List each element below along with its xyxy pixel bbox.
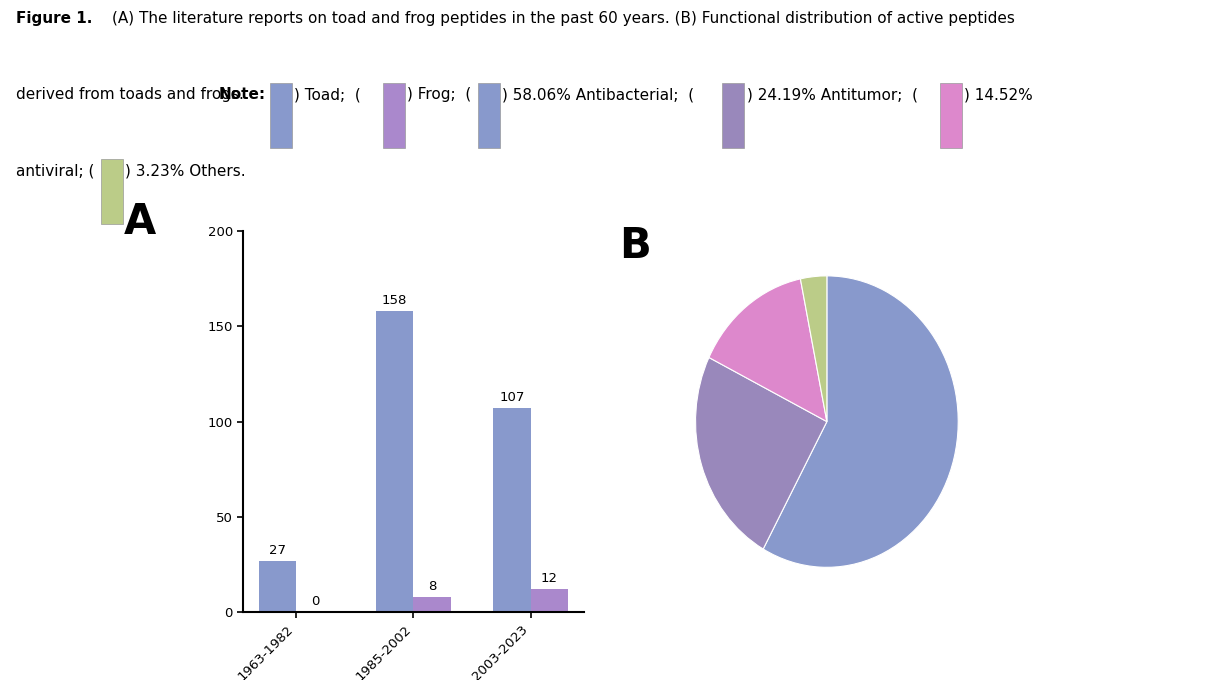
Text: ) 58.06% Antibacterial;  (: ) 58.06% Antibacterial; ( [502, 87, 694, 102]
Text: B: B [619, 225, 651, 267]
Bar [940, 83, 962, 148]
Text: antiviral; (: antiviral; ( [16, 163, 94, 178]
Bar [376, 311, 413, 612]
Wedge shape [800, 276, 827, 422]
Bar [494, 408, 530, 612]
Bar [413, 597, 451, 612]
Text: ) Toad;  (: ) Toad; ( [294, 87, 366, 102]
Text: 27: 27 [269, 544, 286, 557]
Bar [722, 83, 744, 148]
Wedge shape [709, 279, 827, 422]
Bar [383, 83, 405, 148]
Text: 107: 107 [500, 392, 524, 405]
Text: derived from toads and frogs.: derived from toads and frogs. [16, 87, 248, 102]
Bar [259, 560, 297, 612]
Bar [530, 589, 568, 612]
Text: ) 24.19% Antitumor;  (: ) 24.19% Antitumor; ( [747, 87, 918, 102]
Text: ) 3.23% Others.: ) 3.23% Others. [125, 163, 246, 178]
Text: ) Frog;  (: ) Frog; ( [407, 87, 472, 102]
Text: A: A [124, 201, 157, 243]
Text: Note:: Note: [219, 87, 266, 102]
Text: (A) The literature reports on toad and frog peptides in the past 60 years. (B) F: (A) The literature reports on toad and f… [112, 11, 1014, 26]
Bar [101, 159, 123, 224]
Text: 0: 0 [311, 595, 319, 608]
Text: 158: 158 [382, 294, 407, 307]
Wedge shape [696, 358, 827, 549]
Bar [478, 83, 500, 148]
Text: 8: 8 [428, 580, 437, 593]
Wedge shape [764, 276, 958, 567]
Text: Figure 1.: Figure 1. [16, 11, 92, 26]
Text: ) 14.52%: ) 14.52% [964, 87, 1034, 102]
Bar [270, 83, 292, 148]
Text: 12: 12 [541, 573, 558, 585]
